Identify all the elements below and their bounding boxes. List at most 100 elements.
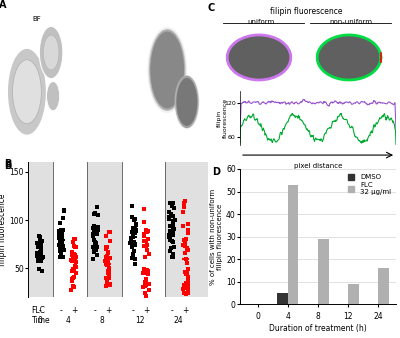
Text: -: - [38, 306, 41, 315]
Point [71, 244, 77, 249]
Bar [288, 185, 298, 304]
Point [91, 212, 97, 217]
Point [37, 254, 43, 259]
Point [143, 227, 150, 233]
Point [38, 258, 44, 263]
Point [72, 263, 78, 268]
Text: pixel distance: pixel distance [294, 163, 342, 169]
Point [71, 237, 78, 242]
Point [142, 279, 148, 284]
Point [181, 200, 188, 205]
Point [91, 227, 97, 233]
Point [68, 257, 74, 263]
Point [36, 255, 42, 260]
Point [57, 247, 64, 252]
Point [70, 257, 77, 262]
Point [170, 232, 176, 237]
Point [105, 282, 111, 287]
Text: BF: BF [32, 16, 41, 22]
Point [95, 224, 102, 230]
Text: 0: 0 [37, 316, 42, 325]
Point [72, 254, 79, 260]
Point [170, 240, 176, 245]
Point [59, 239, 65, 244]
Circle shape [149, 29, 186, 111]
Point [166, 210, 172, 215]
Point [60, 254, 66, 260]
Circle shape [7, 48, 46, 135]
Point [180, 209, 186, 215]
Point [56, 243, 62, 248]
Point [102, 246, 109, 251]
Point [132, 225, 138, 231]
Point [104, 255, 110, 261]
Point [91, 226, 98, 232]
Point [180, 242, 186, 247]
Point [105, 265, 112, 270]
Bar [165, 162, 208, 297]
Point [132, 216, 138, 222]
Point [58, 244, 65, 249]
Point [184, 286, 191, 291]
Point [128, 235, 134, 241]
Point [34, 244, 41, 249]
Point [182, 280, 189, 286]
Point [39, 255, 45, 260]
Point [72, 255, 78, 261]
Point [170, 200, 176, 206]
Point [59, 235, 66, 240]
Bar [53, 162, 88, 297]
Point [169, 254, 176, 260]
Point [133, 227, 139, 233]
Point [166, 234, 172, 240]
Y-axis label: filipin
fluorescence: filipin fluorescence [217, 98, 228, 138]
Point [38, 241, 44, 246]
Point [128, 244, 135, 249]
Point [38, 268, 45, 274]
Point [128, 214, 135, 219]
Point [141, 267, 148, 272]
Point [58, 254, 65, 260]
Point [185, 266, 191, 271]
Point [128, 235, 134, 241]
Point [142, 239, 148, 244]
Point [58, 236, 64, 241]
Point [95, 227, 101, 233]
Point [133, 228, 139, 233]
Point [130, 243, 137, 248]
Bar [378, 268, 389, 304]
Point [90, 231, 97, 237]
Point [105, 275, 112, 280]
Point [183, 256, 189, 261]
Point [170, 222, 176, 227]
Text: +: + [71, 306, 77, 315]
Point [132, 242, 138, 248]
Text: H4-mCherry: H4-mCherry [84, 16, 126, 22]
Point [91, 246, 97, 251]
Point [105, 259, 112, 265]
Point [105, 249, 111, 255]
Point [37, 257, 43, 262]
Point [182, 269, 188, 274]
Point [142, 281, 149, 286]
Bar [88, 162, 122, 297]
Point [68, 287, 74, 293]
Point [169, 238, 176, 243]
Point [107, 255, 114, 261]
Point [57, 248, 64, 254]
Point [38, 252, 45, 257]
Point [38, 246, 44, 251]
Point [170, 232, 176, 237]
Point [130, 254, 136, 259]
Point [104, 254, 110, 259]
Point [184, 245, 190, 250]
Point [184, 247, 190, 252]
Point [166, 214, 172, 220]
Point [129, 225, 136, 231]
Point [143, 238, 150, 243]
Point [71, 275, 78, 280]
Point [168, 230, 174, 235]
Point [185, 247, 192, 252]
Point [185, 227, 191, 233]
Point [73, 264, 79, 269]
